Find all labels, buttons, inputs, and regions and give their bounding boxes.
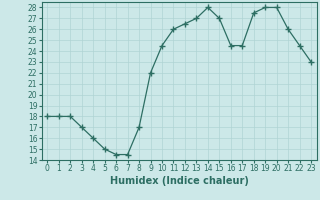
X-axis label: Humidex (Indice chaleur): Humidex (Indice chaleur) <box>110 176 249 186</box>
